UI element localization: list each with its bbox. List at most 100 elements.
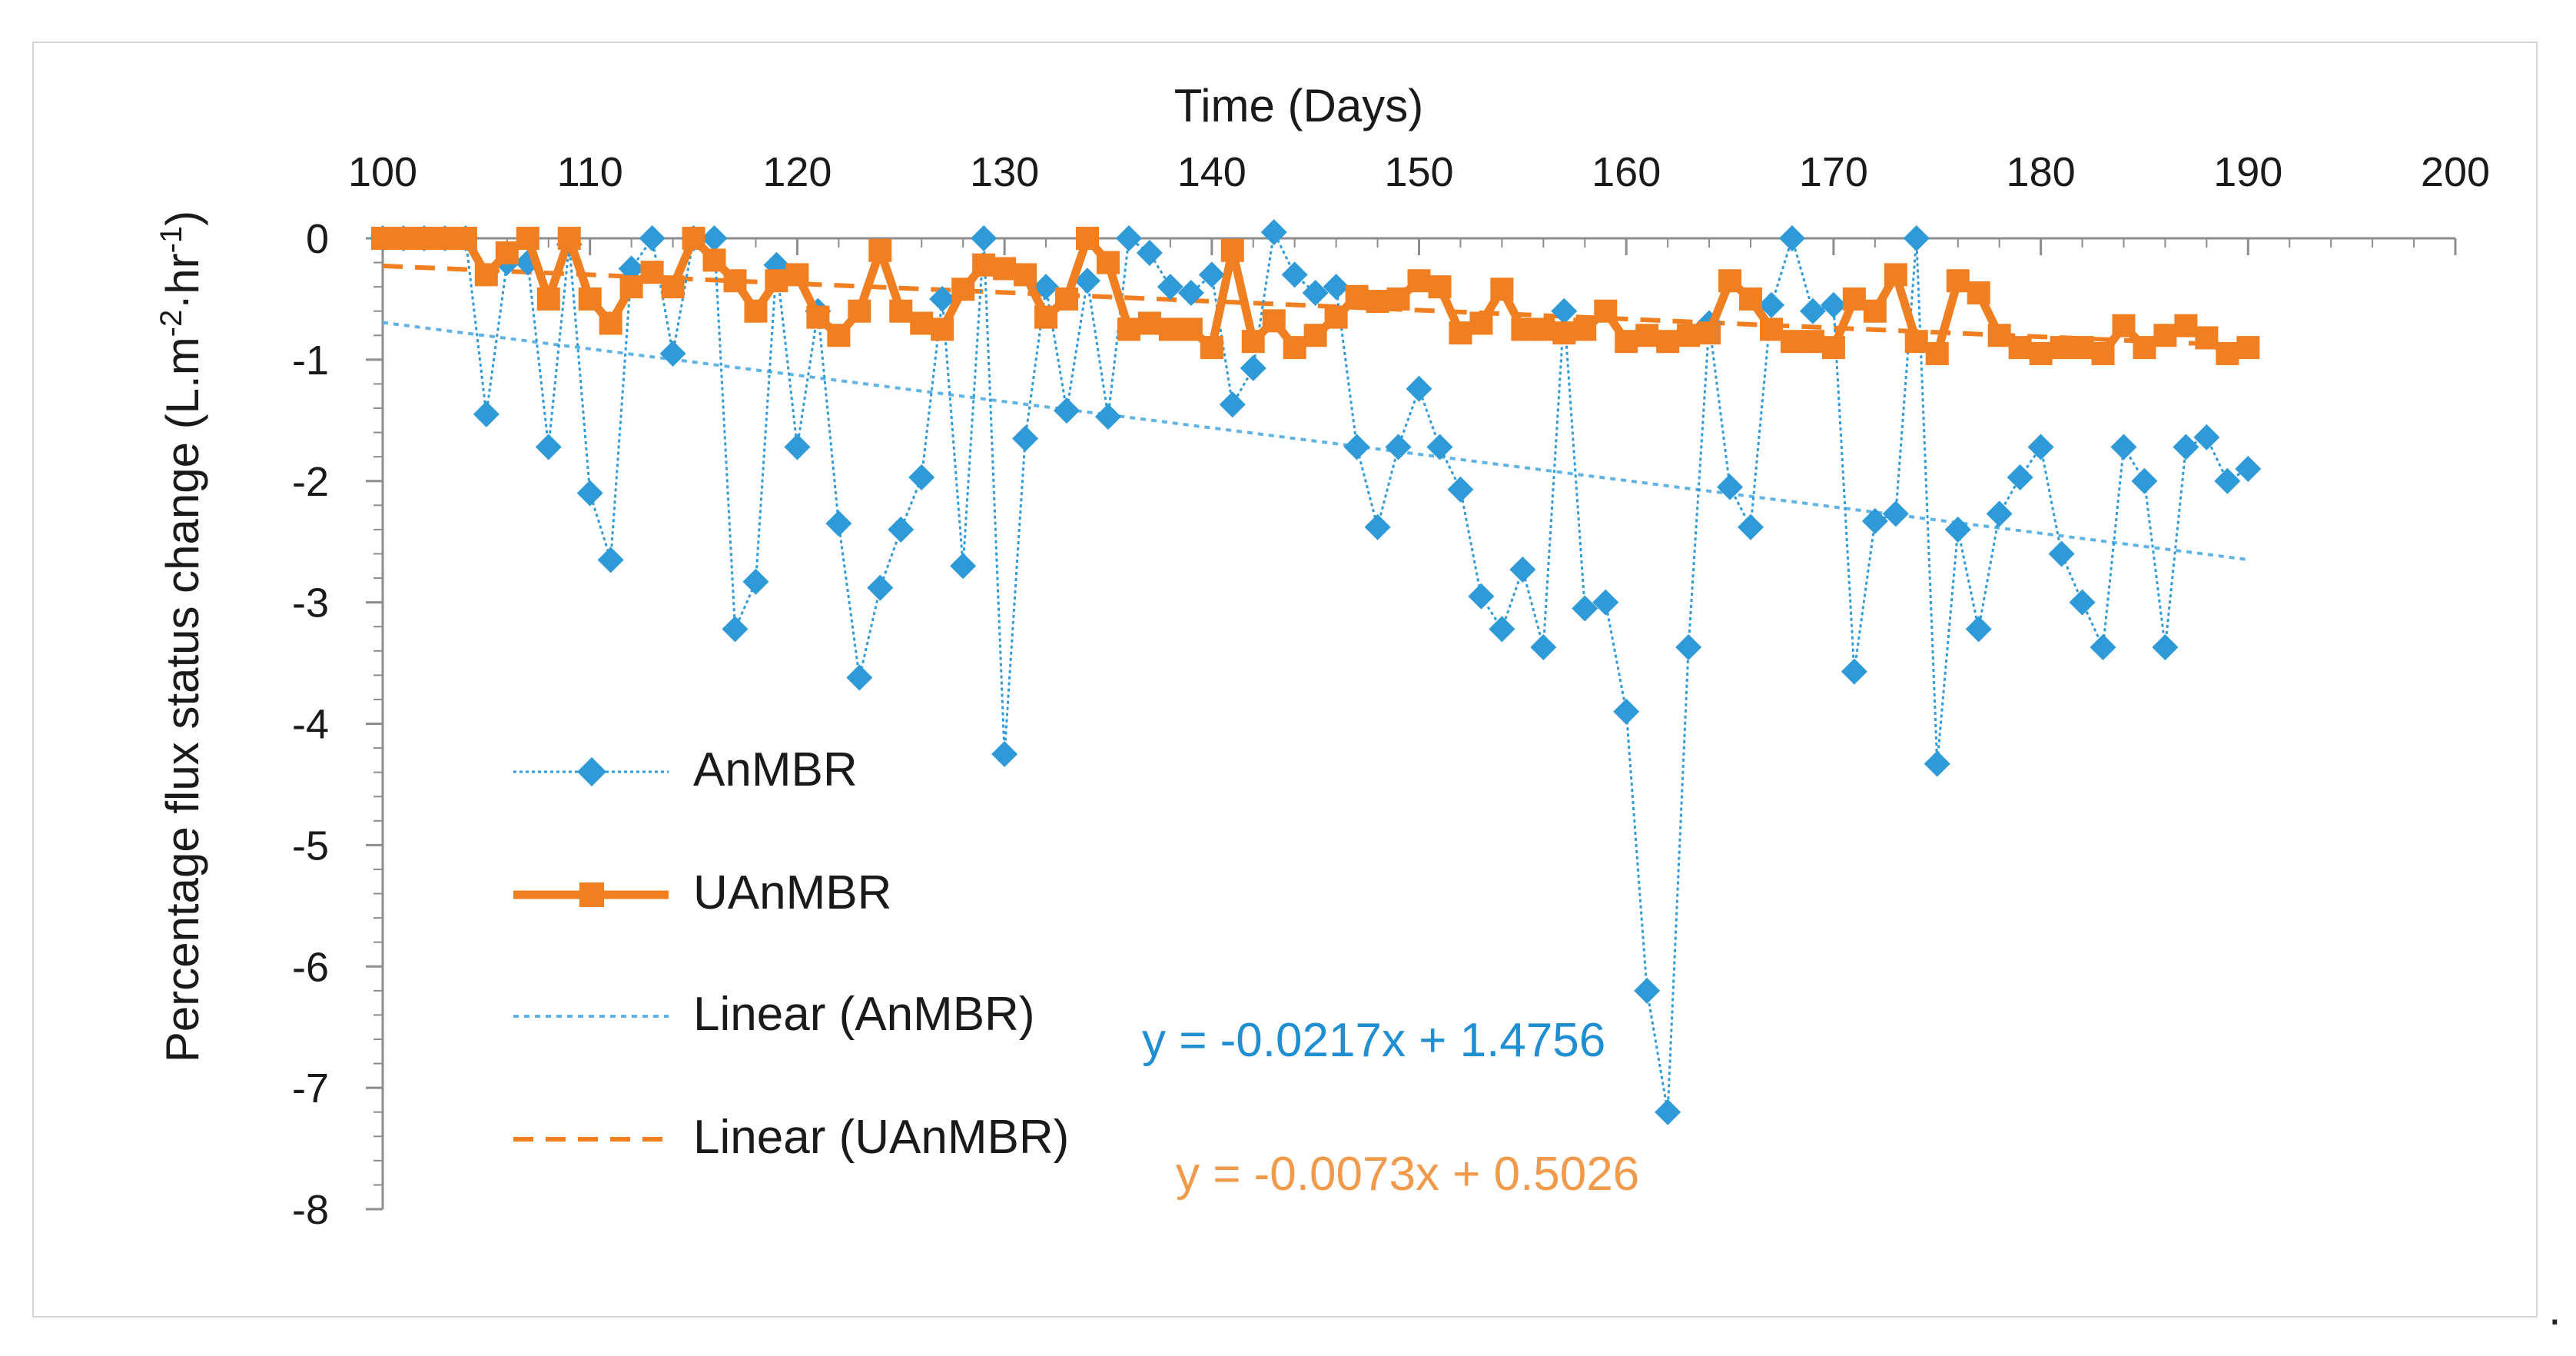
y-axis-title-sup-m: -2: [154, 310, 188, 337]
legend-label-linear-anmbr: Linear (AnMBR): [693, 988, 1034, 1041]
point-anmbr-131: [1012, 425, 1039, 452]
point-uanmbr-188: [2195, 326, 2219, 350]
point-uanmbr-107: [516, 227, 539, 250]
point-anmbr-169: [1799, 297, 1826, 324]
x-tick-label-170: 170: [1799, 149, 1868, 195]
point-anmbr-112: [618, 255, 645, 282]
chart-frame: [32, 42, 2538, 1318]
point-anmbr-163: [1675, 634, 1702, 661]
point-uanmbr-170: [1821, 336, 1845, 360]
point-uanmbr-128: [951, 278, 975, 301]
point-anmbr-168: [1778, 225, 1805, 251]
point-anmbr-190: [2235, 455, 2262, 482]
point-anmbr-110: [576, 480, 603, 507]
point-anmbr-177: [1965, 616, 1992, 643]
point-uanmbr-137: [1137, 311, 1161, 335]
point-uanmbr-174: [1904, 330, 1928, 354]
point-uanmbr-117: [723, 269, 747, 293]
point-anmbr-130: [991, 740, 1018, 767]
point-uanmbr-185: [2133, 336, 2156, 360]
point-anmbr-137: [1136, 239, 1163, 266]
point-uanmbr-131: [1014, 263, 1037, 287]
point-anmbr-187: [2173, 434, 2199, 460]
point-uanmbr-133: [1055, 287, 1079, 311]
point-anmbr-140: [1198, 261, 1225, 288]
point-uanmbr-134: [1075, 227, 1099, 250]
point-anmbr-152: [1447, 476, 1474, 503]
point-uanmbr-121: [806, 305, 830, 329]
point-uanmbr-144: [1283, 336, 1306, 360]
point-anmbr-170: [1820, 291, 1847, 318]
point-anmbr-111: [597, 547, 624, 573]
point-uanmbr-120: [785, 263, 809, 287]
trendline-uanmbr: [382, 263, 2249, 348]
point-anmbr-154: [1489, 616, 1515, 643]
point-uanmbr-146: [1324, 305, 1348, 329]
point-anmbr-157: [1551, 297, 1578, 324]
point-anmbr-189: [2214, 467, 2241, 494]
trailing-period: .: [2548, 1283, 2561, 1334]
point-anmbr-134: [1074, 268, 1100, 294]
point-uanmbr-112: [619, 275, 643, 299]
point-uanmbr-176: [1946, 269, 1970, 293]
point-uanmbr-135: [1096, 251, 1120, 274]
point-anmbr-147: [1343, 434, 1370, 460]
series-markers-anmbr: [370, 219, 2262, 1125]
point-uanmbr-189: [2216, 341, 2239, 365]
point-uanmbr-173: [1884, 263, 1907, 287]
point-uanmbr-190: [2236, 336, 2260, 360]
point-anmbr-118: [742, 568, 769, 595]
point-uanmbr-123: [848, 299, 871, 323]
point-anmbr-149: [1385, 434, 1412, 460]
y-tick-label--7: -7: [292, 1065, 329, 1112]
point-uanmbr-162: [1656, 330, 1680, 354]
point-uanmbr-183: [2091, 341, 2115, 365]
point-anmbr-184: [2110, 434, 2137, 460]
point-uanmbr-139: [1179, 317, 1203, 341]
point-uanmbr-140: [1200, 336, 1223, 360]
x-tick-label-180: 180: [2007, 149, 2076, 195]
point-anmbr-145: [1302, 280, 1329, 307]
point-uanmbr-145: [1303, 324, 1327, 347]
point-uanmbr-126: [910, 311, 934, 335]
point-uanmbr-104: [453, 227, 477, 250]
point-anmbr-128: [950, 553, 977, 580]
point-uanmbr-155: [1511, 317, 1535, 341]
point-uanmbr-186: [2153, 324, 2177, 347]
point-uanmbr-130: [993, 257, 1017, 281]
point-uanmbr-147: [1345, 284, 1369, 308]
y-axis-title-sup-h: -1: [154, 226, 188, 254]
point-uanmbr-141: [1220, 238, 1244, 262]
point-anmbr-159: [1592, 589, 1619, 616]
trendline-anmbr: [382, 321, 2249, 561]
point-uanmbr-177: [1967, 281, 1990, 305]
x-tick-label-120: 120: [762, 149, 832, 195]
point-anmbr-186: [2152, 634, 2179, 661]
point-uanmbr-161: [1635, 324, 1659, 347]
legend-swatch-anmbr-marker: [577, 757, 606, 786]
point-anmbr-105: [473, 400, 500, 427]
x-tick-label-200: 200: [2421, 149, 2490, 195]
x-tick-label-160: 160: [1592, 149, 1661, 195]
point-uanmbr-105: [474, 263, 498, 287]
point-anmbr-136: [1115, 225, 1142, 251]
point-anmbr-185: [2131, 467, 2158, 494]
point-anmbr-171: [1841, 658, 1867, 685]
point-anmbr-150: [1406, 375, 1432, 402]
point-anmbr-166: [1738, 513, 1764, 540]
point-uanmbr-127: [931, 317, 954, 341]
point-uanmbr-187: [2174, 314, 2198, 337]
point-uanmbr-143: [1262, 309, 1286, 333]
point-uanmbr-167: [1759, 317, 1783, 341]
point-anmbr-188: [2193, 424, 2220, 450]
y-tick-label--4: -4: [292, 702, 329, 748]
point-uanmbr-153: [1469, 311, 1493, 335]
point-uanmbr-132: [1034, 305, 1058, 329]
point-uanmbr-184: [2112, 314, 2136, 337]
y-tick-label--5: -5: [292, 823, 329, 869]
point-uanmbr-149: [1386, 287, 1410, 311]
point-uanmbr-178: [1987, 324, 2011, 347]
trendline-equation-uanmbr: y = -0.0073x + 0.5026: [1176, 1148, 1639, 1201]
point-anmbr-167: [1758, 291, 1784, 318]
point-anmbr-126: [908, 464, 935, 491]
